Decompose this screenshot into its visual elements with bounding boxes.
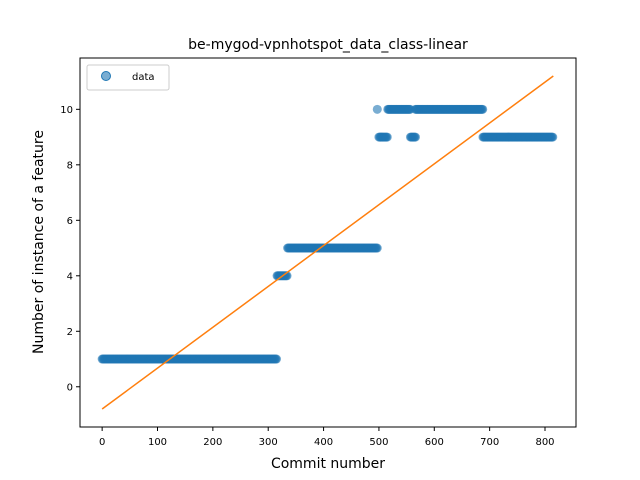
y-axis-label: Number of instance of a feature — [31, 130, 47, 354]
y-tick-label: 6 — [67, 216, 73, 227]
axes-frame — [79, 57, 577, 428]
y-tick-label: 4 — [67, 271, 73, 282]
legend-box — [86, 64, 170, 91]
chart-title: be-mygod-vpnhotspot_data_class-linear — [188, 37, 468, 53]
x-tick-label: 200 — [203, 437, 222, 448]
data-point — [548, 132, 558, 142]
data-point — [372, 104, 382, 114]
y-tick-label: 0 — [67, 382, 73, 393]
x-tick-label: 700 — [480, 437, 499, 448]
x-tick-label: 400 — [314, 437, 333, 448]
x-axis-label: Commit number — [271, 456, 385, 472]
fit-line — [101, 75, 554, 410]
data-point — [410, 132, 420, 142]
legend-marker — [101, 71, 111, 81]
x-tick-label: 100 — [148, 437, 167, 448]
data-point — [478, 104, 488, 114]
y-tick-label: 10 — [60, 105, 73, 116]
data-point — [272, 354, 282, 364]
x-axis: 0 100 200 300 400 500 600 700 800 — [99, 427, 555, 448]
x-tick-label: 800 — [535, 437, 554, 448]
data-point — [372, 243, 382, 253]
y-tick-label: 8 — [67, 160, 73, 171]
x-tick-label: 0 — [99, 437, 105, 448]
plot-area — [97, 75, 558, 410]
legend-entry-data: data — [132, 72, 155, 83]
y-axis: 0 2 4 6 8 10 — [60, 105, 80, 393]
x-tick-label: 500 — [369, 437, 388, 448]
x-tick-label: 300 — [259, 437, 278, 448]
data-point — [382, 132, 392, 142]
x-tick-label: 600 — [425, 437, 444, 448]
legend: data — [86, 64, 170, 91]
y-tick-label: 2 — [67, 327, 73, 338]
